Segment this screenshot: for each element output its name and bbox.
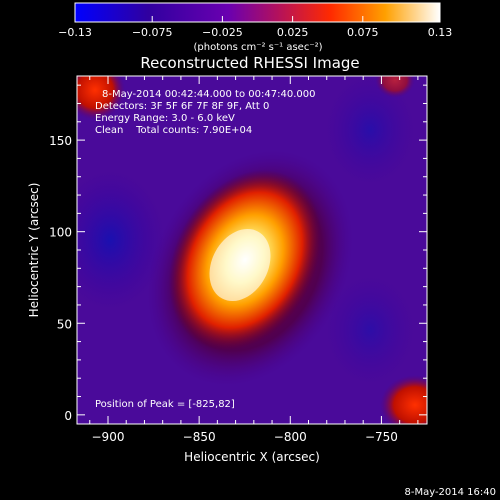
colorbar-tick-label: 0.025 <box>277 26 309 39</box>
y-tick-label: 0 <box>64 409 72 423</box>
x-tick-label: −900 <box>92 430 125 444</box>
annotation-energy-range: Energy Range: 3.0 - 6.0 keV <box>95 113 235 124</box>
annotation-clean-counts: Clean Total counts: 7.90E+04 <box>95 125 252 136</box>
x-tick-label: −750 <box>365 430 398 444</box>
colorbar-tick-label: −0.025 <box>202 26 243 39</box>
heatmap-image <box>77 76 427 424</box>
y-tick-label: 150 <box>49 134 72 148</box>
chart-title: Reconstructed RHESSI Image <box>140 54 359 72</box>
y-axis-label: Heliocentric Y (arcsec) <box>27 183 41 318</box>
x-axis-ticks: −900 −850 −800 −750 <box>89 76 419 444</box>
colorbar-tick-label: 0.075 <box>347 26 379 39</box>
colorbar-frame <box>74 2 441 23</box>
y-tick-label: 100 <box>49 226 72 240</box>
x-tick-label: −850 <box>183 430 216 444</box>
x-axis-label: Heliocentric X (arcsec) <box>184 450 320 464</box>
colorbar-unit-label: (photons cm⁻² s⁻¹ asec⁻²) <box>193 42 322 53</box>
y-axis-ticks: 0 50 100 150 <box>49 84 427 423</box>
colorbar-tick-label: −0.075 <box>132 26 173 39</box>
peak-position-label: Position of Peak = [-825,82] <box>95 399 235 410</box>
x-tick-label: −800 <box>274 430 307 444</box>
colorbar-tick-label: −0.13 <box>58 26 92 39</box>
colorbar-ticks: −0.13 −0.075 −0.025 0.025 0.075 0.13 <box>58 16 452 39</box>
plot-timestamp: 8-May-2014 16:40 <box>404 487 496 498</box>
colorbar <box>75 3 440 22</box>
annotation-time-range: 8-May-2014 00:42:44.000 to 00:47:40.000 <box>102 89 315 100</box>
colorbar-tick-label: 0.13 <box>428 26 453 39</box>
y-tick-label: 50 <box>57 317 72 331</box>
annotation-detectors: Detectors: 3F 5F 6F 7F 8F 9F, Att 0 <box>95 101 269 112</box>
